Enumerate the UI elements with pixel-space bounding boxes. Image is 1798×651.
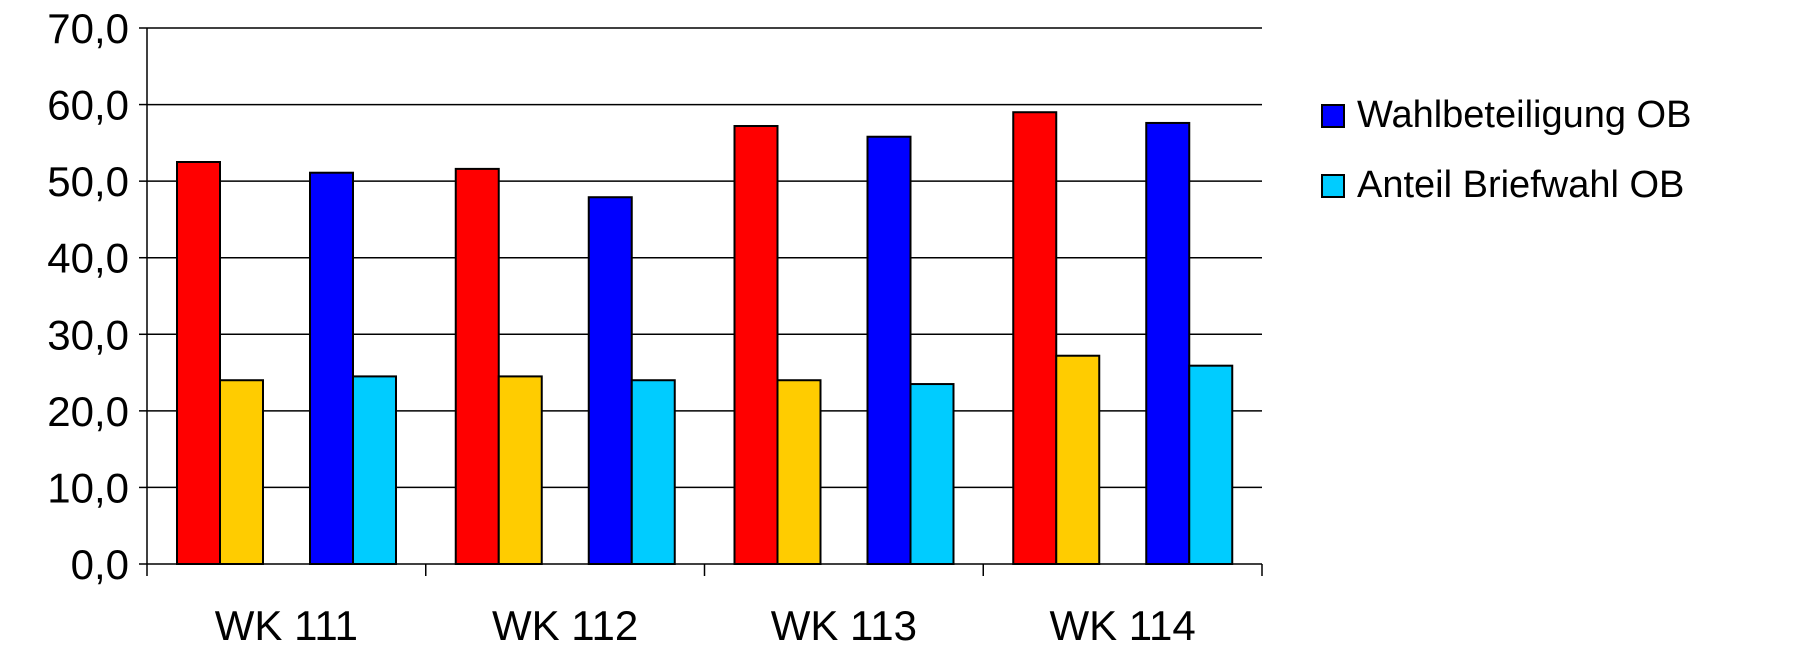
bar: [587, 196, 633, 565]
bar: [1055, 354, 1101, 565]
bar: [454, 167, 500, 566]
y-tick-labels: 0,0 10,0 20,0 30,0 40,0 50,0 60,0 70,0: [47, 5, 129, 588]
y-tick-label: 40,0: [47, 235, 129, 282]
bar: [1145, 121, 1191, 565]
bar: [352, 375, 397, 565]
bar: [733, 125, 779, 566]
bar: [909, 383, 955, 565]
category-label: WK 112: [492, 602, 638, 649]
y-tick-label: 0,0: [71, 541, 129, 588]
y-tick-label: 70,0: [47, 5, 129, 52]
y-tick-label: 60,0: [47, 82, 129, 129]
bar: [630, 379, 676, 565]
axes: [146, 28, 1263, 576]
bar: [497, 375, 543, 565]
legend-label: Anteil Briefwahl OB: [1357, 164, 1684, 206]
bar: [1188, 364, 1234, 565]
legend-label: Wahlbeteiligung OB: [1357, 94, 1691, 136]
y-tick-label: 50,0: [47, 158, 129, 205]
bar: [176, 161, 221, 565]
legend-swatch: [1321, 104, 1345, 128]
legend: Wahlbeteiligung OB Anteil Briefwahl OB: [1321, 94, 1691, 206]
bar: [776, 379, 822, 565]
bars: [176, 111, 1234, 566]
bar: [219, 379, 264, 565]
legend-swatch: [1321, 174, 1345, 198]
y-tick-label: 20,0: [47, 388, 129, 435]
bar: [309, 171, 354, 565]
bar: [866, 135, 912, 566]
category-label: WK 114: [1049, 602, 1195, 649]
y-tick-label: 30,0: [47, 311, 129, 358]
bar: [1012, 111, 1058, 565]
category-label: WK 113: [771, 602, 917, 649]
category-labels: WK 111 WK 112 WK 113 WK 114: [215, 602, 1196, 649]
category-label: WK 111: [215, 602, 358, 649]
y-tick-label: 10,0: [47, 464, 129, 511]
